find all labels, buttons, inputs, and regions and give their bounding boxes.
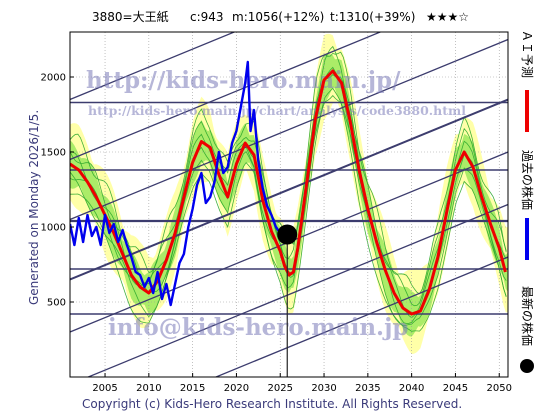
x-tick-label-2045: 2045 [443, 383, 468, 394]
x-tick-label-2020: 2020 [224, 383, 249, 394]
forecast-band-inner [70, 54, 508, 337]
x-tick-label-2010: 2010 [136, 383, 161, 394]
trend-line-4 [70, 38, 508, 221]
series-past-price [70, 60, 286, 307]
legend: ＡＩ予測 過去の株価 最新の株価 [520, 30, 535, 373]
x-tick-label-2005: 2005 [92, 383, 117, 394]
title-current: c:943 [190, 10, 224, 24]
trend-line-5 [70, 32, 382, 161]
generated-label: Generated on Monday 2026/1/5. [27, 110, 41, 305]
trend-line-6 [70, 32, 236, 101]
legend-latest-swatch [520, 359, 534, 373]
trend-line-0 [214, 256, 508, 377]
y-tick-label-500: 500 [47, 298, 66, 309]
latest-price-marker [277, 224, 298, 245]
x-tick-label-2030: 2030 [311, 383, 336, 394]
x-tick-label-2035: 2035 [355, 383, 380, 394]
legend-ai-label: ＡＩ予測 [520, 30, 534, 78]
plot-frame [69, 31, 509, 378]
title-target: t:1310(+39%) [330, 10, 415, 24]
x-tick-label-2015: 2015 [180, 383, 205, 394]
x-tick-label-2050: 2050 [487, 383, 512, 394]
x-tick-label-2040: 2040 [399, 383, 424, 394]
x-tick-label-2025: 2025 [268, 383, 293, 394]
chart-title: 3880=大王紙 c:943 m:1056(+12%) t:1310(+39%)… [92, 9, 469, 24]
title-stars: ★★★☆ [426, 10, 469, 24]
trend-line-3 [70, 98, 508, 281]
line-layer [70, 60, 507, 377]
copyright: Copyright (c) Kids-Hero Research Institu… [82, 397, 462, 411]
axis-layer: 2005 2010 2015 2020 2025 2030 2035 2040 2045 2050… [41, 73, 512, 395]
band-contour-0 [70, 87, 507, 332]
watermark-email: info@kids-hero.main.jp [108, 314, 408, 341]
legend-latest-label: 最新の株価 [520, 286, 535, 346]
y-tick-label-1000: 1000 [41, 223, 66, 234]
title-ticker: 3880=大王紙 [92, 9, 169, 24]
title-mid: m:1056(+12%) [232, 10, 324, 24]
y-tick-label-1500: 1500 [41, 148, 66, 159]
legend-past-label: 過去の株価 [520, 150, 535, 210]
series-ai-forecast [70, 69, 507, 316]
watermark-sub: http://kids-hero.main.jp/chart/analysis/… [88, 103, 466, 118]
trend-line-1 [86, 203, 508, 377]
y-tick-label-2000: 2000 [41, 73, 66, 84]
